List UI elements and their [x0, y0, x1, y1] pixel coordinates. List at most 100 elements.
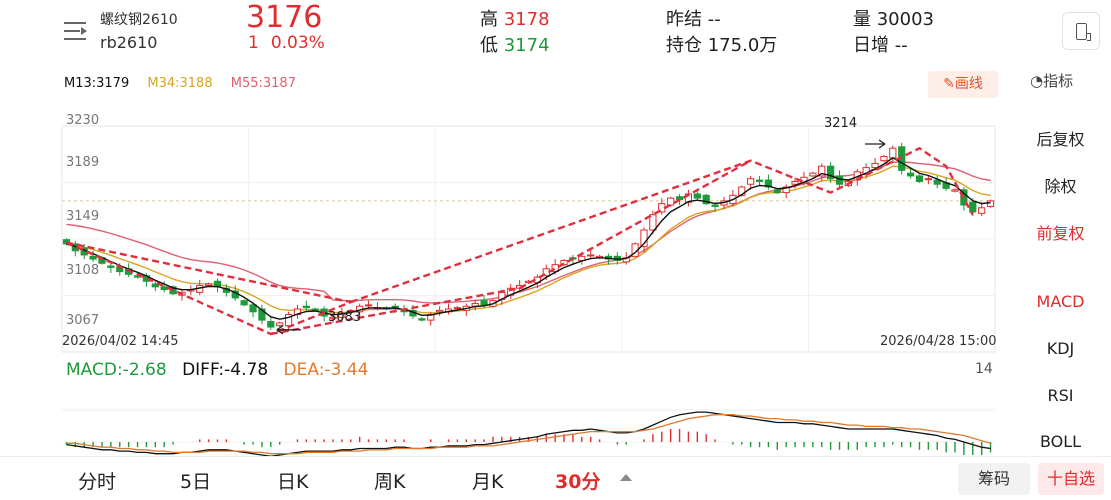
tab-30min[interactable]: 30分	[555, 471, 601, 493]
prev-settle-label: 昨结	[666, 9, 702, 30]
candle-body	[835, 175, 844, 185]
ma13-label: M13:3179	[64, 76, 130, 91]
ma34-label: M34:3188	[147, 76, 213, 91]
dea-line	[66, 414, 991, 455]
start-date-label: 2026/04/02 14:45	[62, 334, 179, 349]
sidebar-item-macd[interactable]: MACD	[1036, 292, 1085, 311]
add-watchlist-button[interactable]: 十自选	[1038, 463, 1104, 495]
macd-period: 14	[975, 361, 993, 377]
candle-body	[702, 194, 710, 205]
sidebar-item-ex-right[interactable]: 除权	[1044, 177, 1077, 196]
y-tick-label: 3189	[66, 155, 100, 170]
candle-body	[587, 254, 595, 257]
last-price: 3176	[246, 0, 323, 35]
sidebar-item-kdj[interactable]: KDJ	[1046, 339, 1075, 358]
candle-body	[693, 193, 701, 199]
trend-down-channel	[65, 241, 355, 336]
price-change: 1 0.03%	[248, 33, 337, 53]
candle-body	[871, 162, 879, 169]
contract-code: rb2610	[100, 33, 158, 52]
candle-body	[160, 286, 168, 291]
landscape-toggle-icon[interactable]	[1062, 12, 1100, 50]
candle-body	[969, 201, 977, 213]
candle-body	[809, 172, 817, 177]
tab-weekly[interactable]: 周K	[374, 471, 406, 493]
candle-body	[773, 189, 781, 194]
volume-value: 30003	[876, 9, 934, 30]
high-annotation: 3214	[824, 116, 858, 131]
sidebar-item-boll[interactable]: BOLL	[1039, 432, 1082, 451]
candle-body	[622, 257, 630, 263]
candle-body	[107, 265, 115, 268]
high-arrow	[865, 139, 886, 149]
volume-stat: 量 30003	[853, 5, 934, 31]
candle-body	[906, 172, 915, 177]
period-bar: 分时 5日 日K 周K 月K 30分 筹码 十自选	[0, 456, 1111, 500]
macd-legend: MACD:-2.68 DIFF:-4.78 DEA:-3.44	[66, 360, 378, 380]
candle-body	[258, 308, 266, 321]
candle-body	[267, 320, 275, 328]
sidebar-item-rsi[interactable]: RSI	[1047, 386, 1074, 405]
sidebar-item-back-adjust[interactable]: 后复权	[1036, 130, 1085, 149]
indicator-button[interactable]: ◔指标	[1030, 72, 1074, 90]
open-interest-stat: 持仓 175.0万	[666, 31, 777, 57]
low-value: 3174	[503, 35, 550, 56]
candle-body	[338, 312, 346, 318]
y-tick-label: 3149	[66, 209, 100, 224]
y-tick-label: 3108	[66, 263, 100, 278]
candle-body	[791, 180, 799, 185]
candle-body	[329, 316, 337, 320]
candle-body	[311, 308, 319, 311]
candle-body	[986, 200, 995, 207]
high-label: 高	[480, 9, 498, 30]
kline-chart[interactable]	[0, 100, 1010, 500]
candle-body	[453, 307, 462, 310]
low-annotation: 3083	[328, 310, 362, 325]
trend-up-channel	[350, 146, 974, 304]
candle-body	[364, 304, 373, 307]
chip-distribution-button[interactable]: 筹码	[958, 463, 1030, 495]
candle-body	[302, 305, 310, 309]
candle-body	[240, 300, 248, 306]
draw-line-button[interactable]: ✎画线	[928, 71, 998, 98]
y-tick-label: 3067	[66, 313, 100, 328]
quote-header: 螺纹钢2610 rb2610 3176 1 0.03% 高 3178 低 3174…	[0, 0, 1111, 62]
period-dropdown-icon[interactable]	[620, 474, 632, 481]
candle-body	[880, 156, 888, 162]
candle-body	[649, 214, 657, 231]
candle-body	[480, 300, 488, 306]
candle-body	[205, 283, 213, 286]
ma13-line	[66, 156, 991, 320]
candle-body	[249, 304, 257, 313]
candle-body	[889, 147, 897, 159]
tab-intraday[interactable]: 分时	[78, 471, 117, 493]
dea-value: DEA:-3.44	[283, 360, 369, 380]
macd-value: MACD:-2.68	[66, 360, 167, 380]
change-value: 1	[248, 33, 259, 53]
candle-body	[915, 175, 924, 182]
daily-increase-stat: 日增 --	[853, 31, 908, 57]
candle-body	[640, 229, 648, 248]
ma55-label: M55:3187	[230, 76, 296, 91]
change-percent: 0.03%	[270, 33, 325, 53]
diff-value: DIFF:-4.78	[182, 360, 269, 380]
contract-name: 螺纹钢2610	[100, 12, 178, 28]
candle-body	[747, 178, 755, 185]
candle-body	[978, 207, 986, 214]
high-stat: 高 3178	[480, 5, 550, 31]
candle-body	[418, 318, 426, 321]
candle-body	[951, 189, 959, 192]
candle-body	[436, 309, 444, 313]
sidebar-item-forward-adjust[interactable]: 前复权	[1036, 224, 1085, 243]
tab-5day[interactable]: 5日	[180, 471, 212, 493]
candle-body	[782, 186, 790, 194]
candle-body	[276, 322, 284, 327]
menu-icon[interactable]	[64, 18, 90, 44]
candle-body	[764, 179, 773, 188]
prev-settle-stat: 昨结 --	[666, 5, 721, 31]
tab-daily[interactable]: 日K	[277, 471, 309, 493]
tab-monthly[interactable]: 月K	[472, 471, 504, 493]
daily-increase-value: --	[894, 35, 908, 56]
low-arrow	[276, 325, 301, 335]
y-tick-label: 3230	[66, 113, 100, 128]
